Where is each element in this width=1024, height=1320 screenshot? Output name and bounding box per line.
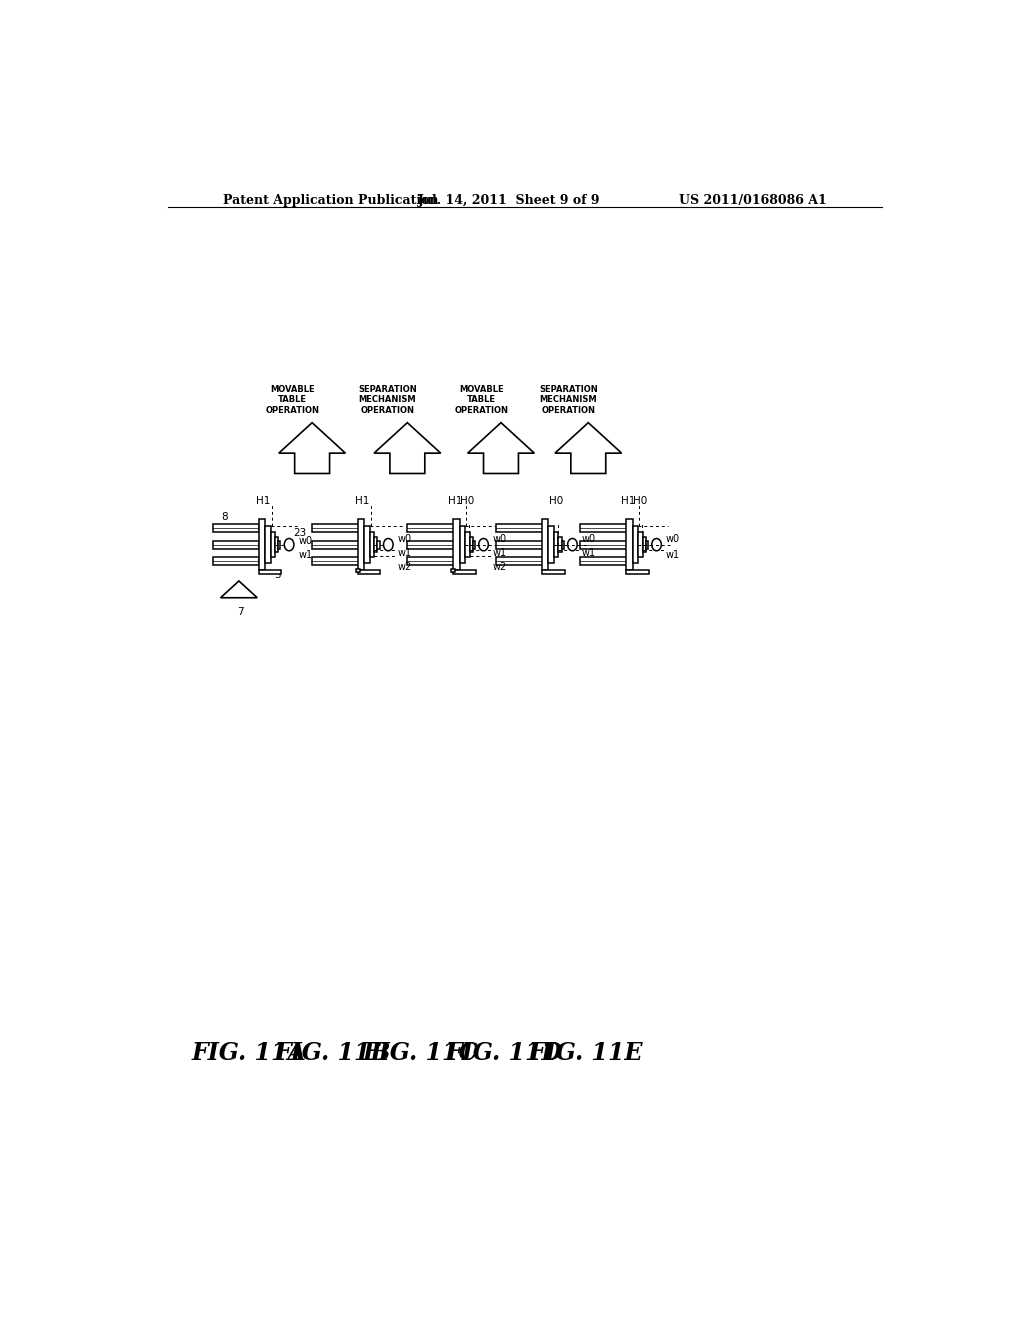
Text: SEPARATION
MECHANISM
OPERATION: SEPARATION MECHANISM OPERATION: [539, 384, 598, 414]
Text: FIG. 11A: FIG. 11A: [191, 1041, 306, 1065]
Bar: [275, 537, 279, 552]
Text: H0: H0: [633, 496, 647, 507]
Text: MOVABLE
TABLE
OPERATION: MOVABLE TABLE OPERATION: [265, 384, 319, 414]
Bar: [643, 537, 645, 552]
Bar: [312, 541, 358, 549]
Bar: [496, 557, 543, 565]
Text: FIG. 11B: FIG. 11B: [274, 1041, 391, 1065]
Circle shape: [479, 539, 488, 550]
Text: w1: w1: [666, 550, 680, 560]
Text: 5: 5: [273, 570, 281, 581]
Text: w0: w0: [299, 536, 312, 545]
Bar: [370, 532, 375, 557]
Bar: [279, 541, 281, 549]
Text: w2: w2: [397, 562, 412, 572]
Text: 23: 23: [293, 528, 306, 539]
Bar: [496, 524, 543, 532]
Circle shape: [384, 539, 393, 550]
Bar: [213, 557, 259, 565]
Bar: [312, 524, 358, 532]
Bar: [270, 532, 275, 557]
Text: w2: w2: [494, 562, 507, 572]
Circle shape: [651, 539, 662, 550]
Text: Jul. 14, 2011  Sheet 9 of 9: Jul. 14, 2011 Sheet 9 of 9: [418, 194, 600, 207]
Circle shape: [567, 539, 578, 550]
Text: H1: H1: [622, 496, 636, 507]
Text: 8: 8: [221, 512, 228, 521]
Bar: [213, 541, 259, 549]
Bar: [633, 527, 638, 562]
Text: FIG. 11E: FIG. 11E: [528, 1041, 643, 1065]
Bar: [638, 532, 643, 557]
Text: 7: 7: [237, 607, 244, 616]
Bar: [473, 541, 475, 549]
Text: w1: w1: [582, 548, 596, 558]
Text: FIG. 11D: FIG. 11D: [445, 1041, 562, 1065]
Text: w0: w0: [582, 533, 596, 544]
Text: w0: w0: [666, 533, 680, 544]
Text: H0: H0: [460, 496, 474, 507]
Bar: [365, 527, 370, 562]
Bar: [581, 524, 627, 532]
Bar: [626, 570, 648, 574]
Polygon shape: [279, 422, 345, 474]
Bar: [265, 527, 270, 562]
Text: Patent Application Publication: Patent Application Publication: [223, 194, 438, 207]
Text: H0: H0: [549, 496, 563, 507]
Bar: [408, 524, 454, 532]
Bar: [549, 527, 554, 562]
Bar: [258, 520, 265, 570]
Bar: [561, 541, 563, 549]
Bar: [465, 532, 470, 557]
Bar: [581, 541, 627, 549]
Polygon shape: [220, 581, 257, 598]
Text: H1: H1: [355, 496, 370, 507]
Bar: [355, 569, 359, 572]
Bar: [558, 537, 561, 552]
Bar: [554, 532, 558, 557]
Bar: [312, 557, 358, 565]
Text: FIG. 11C: FIG. 11C: [362, 1041, 477, 1065]
Text: H1: H1: [449, 496, 463, 507]
Bar: [213, 524, 259, 532]
Bar: [357, 570, 381, 574]
Bar: [581, 557, 627, 565]
Text: w1: w1: [397, 548, 412, 558]
Bar: [496, 541, 543, 549]
Bar: [378, 541, 380, 549]
Bar: [357, 520, 365, 570]
Text: MOVABLE
TABLE
OPERATION: MOVABLE TABLE OPERATION: [455, 384, 508, 414]
Polygon shape: [468, 422, 535, 474]
Text: US 2011/0168086 A1: US 2011/0168086 A1: [679, 194, 826, 207]
Bar: [375, 537, 378, 552]
Bar: [258, 570, 282, 574]
Polygon shape: [555, 422, 622, 474]
Text: w0: w0: [494, 533, 507, 544]
Polygon shape: [374, 422, 440, 474]
Bar: [408, 541, 454, 549]
Bar: [453, 520, 460, 570]
Text: w1: w1: [299, 550, 312, 560]
Bar: [542, 570, 564, 574]
Circle shape: [285, 539, 294, 550]
Text: H1: H1: [256, 496, 270, 507]
Bar: [453, 570, 476, 574]
Bar: [542, 520, 549, 570]
Bar: [451, 569, 455, 572]
Bar: [408, 557, 454, 565]
Bar: [470, 537, 473, 552]
Bar: [626, 520, 633, 570]
Text: w0: w0: [397, 533, 412, 544]
Bar: [460, 527, 465, 562]
Text: w1: w1: [494, 548, 507, 558]
Bar: [645, 541, 648, 549]
Text: SEPARATION
MECHANISM
OPERATION: SEPARATION MECHANISM OPERATION: [358, 384, 417, 414]
